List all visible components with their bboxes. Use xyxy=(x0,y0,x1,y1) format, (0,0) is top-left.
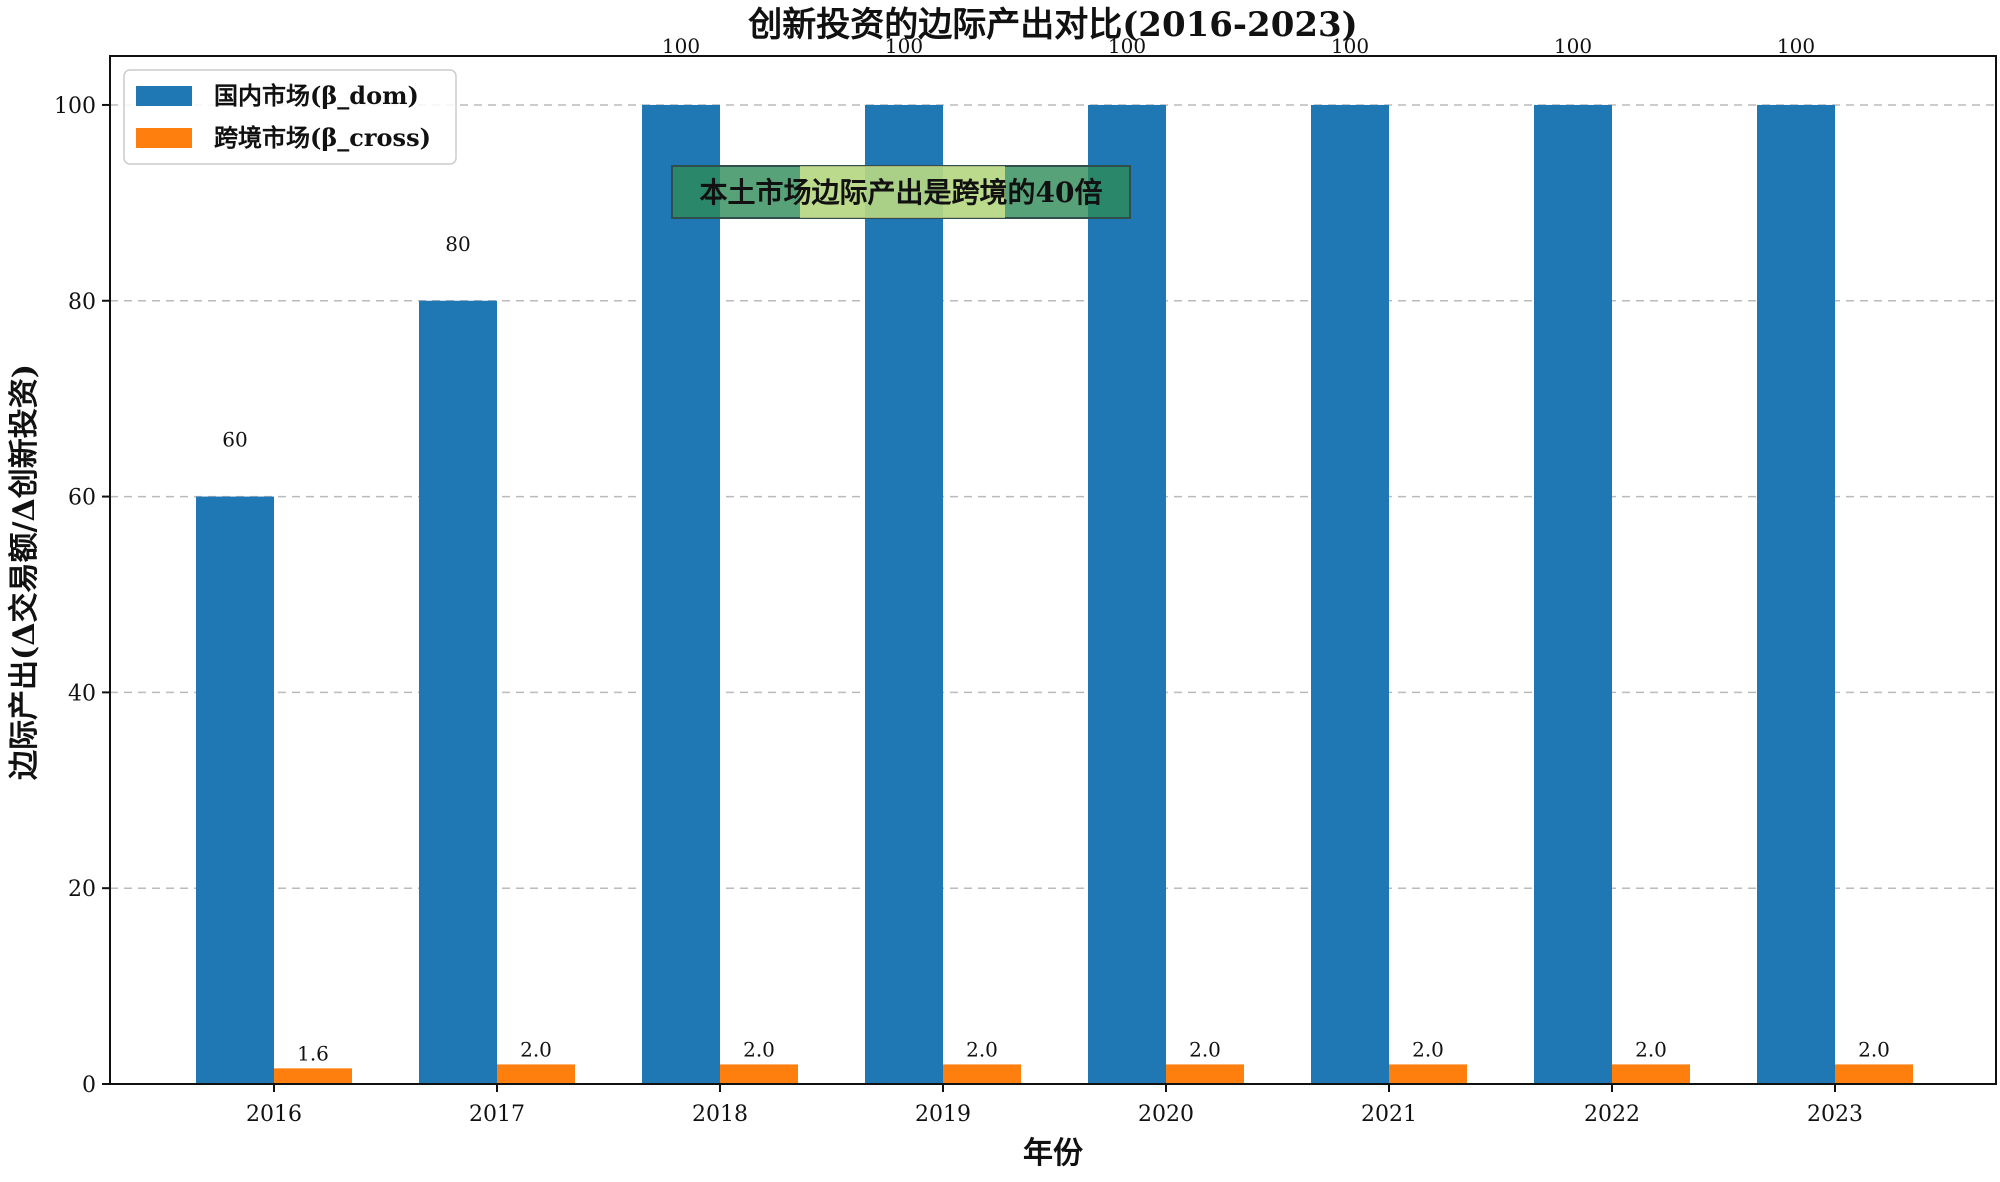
legend-swatch-cross-border xyxy=(136,128,192,148)
data-label-domestic: 100 xyxy=(662,34,700,58)
data-label-domestic: 100 xyxy=(1554,34,1592,58)
bar-cross-border xyxy=(720,1064,798,1084)
legend: 国内市场(β_dom) 跨境市场(β_cross) xyxy=(123,69,457,165)
axis-ticks: 0 20 40 60 80 100 2016 2017 2018 2019 2020 2021 2022… xyxy=(54,94,1863,1127)
bar-domestic xyxy=(1534,104,1612,1084)
x-axis-label: 年份 xyxy=(1023,1136,1083,1171)
bar-cross-border xyxy=(1612,1064,1690,1084)
bar-domestic xyxy=(196,496,274,1085)
bar-domestic xyxy=(865,104,943,1084)
data-label-domestic: 100 xyxy=(1331,34,1369,58)
data-label-domestic: 100 xyxy=(885,34,923,58)
x-tick-label: 2022 xyxy=(1584,1102,1640,1127)
data-label-cross-border: 2.0 xyxy=(966,1037,998,1061)
data-label-cross-border: 1.6 xyxy=(297,1041,329,1065)
bar-cross-border xyxy=(274,1068,352,1084)
bar-domestic xyxy=(642,104,720,1084)
annotation: 本土市场边际产出是跨境的40倍 xyxy=(671,165,1131,219)
x-tick-label: 2020 xyxy=(1138,1102,1194,1127)
x-tick-label: 2018 xyxy=(692,1102,748,1127)
y-tick-label: 20 xyxy=(68,877,96,902)
bar-domestic xyxy=(419,300,497,1084)
data-label-domestic: 60 xyxy=(222,428,247,452)
y-tick-label: 80 xyxy=(68,290,96,315)
y-tick-label: 100 xyxy=(54,94,96,119)
x-tick-label: 2019 xyxy=(915,1102,971,1127)
data-label-cross-border: 2.0 xyxy=(1189,1037,1221,1061)
x-tick-label: 2016 xyxy=(246,1102,302,1127)
bar-cross-border xyxy=(497,1064,575,1084)
legend-swatch-domestic xyxy=(136,86,192,106)
x-tick-label: 2023 xyxy=(1807,1102,1863,1127)
y-axis-label: 边际产出(Δ交易额/Δ创新投资) xyxy=(7,364,42,780)
y-tick-label: 40 xyxy=(68,681,96,706)
data-labels: 60 1.6 80 2.0 100 2.0 100 2.0 100 2.0 100 2.0 100 2.0… xyxy=(222,34,1890,1065)
bar-cross-border xyxy=(1389,1064,1467,1084)
plot-frame xyxy=(109,55,1997,1085)
data-label-cross-border: 2.0 xyxy=(743,1037,775,1061)
bars xyxy=(196,104,1913,1085)
bar-domestic xyxy=(1757,104,1835,1084)
x-tick-label: 2017 xyxy=(469,1102,525,1127)
bar-domestic xyxy=(1088,104,1166,1084)
data-label-cross-border: 2.0 xyxy=(520,1037,552,1061)
legend-label-cross-border: 跨境市场(β_cross) xyxy=(214,123,431,152)
y-tick-label: 60 xyxy=(68,486,96,511)
bar-domestic xyxy=(1311,104,1389,1084)
data-label-domestic: 100 xyxy=(1108,34,1146,58)
data-label-domestic: 100 xyxy=(1777,34,1815,58)
grid-lines xyxy=(110,104,1996,889)
chart-title: 创新投资的边际产出对比(2016-2023) xyxy=(747,5,1358,45)
bar-cross-border xyxy=(1166,1064,1244,1084)
data-label-domestic: 80 xyxy=(445,232,470,256)
legend-box xyxy=(123,69,457,165)
bar-cross-border xyxy=(943,1064,1021,1084)
x-tick-label: 2021 xyxy=(1361,1102,1417,1127)
data-label-cross-border: 2.0 xyxy=(1412,1037,1444,1061)
annotation-highlight xyxy=(800,166,1005,218)
y-tick-label: 0 xyxy=(82,1073,96,1098)
data-label-cross-border: 2.0 xyxy=(1635,1037,1667,1061)
bar-cross-border xyxy=(1835,1064,1913,1084)
data-label-cross-border: 2.0 xyxy=(1858,1037,1890,1061)
legend-label-domestic: 国内市场(β_dom) xyxy=(214,81,419,110)
annotation-text: 本土市场边际产出是跨境的40倍 xyxy=(700,176,1103,209)
